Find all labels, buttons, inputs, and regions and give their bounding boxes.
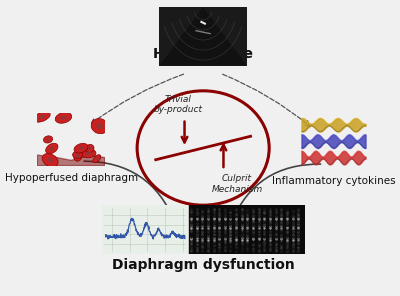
Text: Trivial
by-product: Trivial by-product [153,95,202,114]
Text: Culprit
Mechanism: Culprit Mechanism [211,174,263,194]
Text: Hypoperfused diaphragm: Hypoperfused diaphragm [4,173,138,183]
Text: Heart failure: Heart failure [153,47,253,62]
Text: Diaphragm dysfunction: Diaphragm dysfunction [112,258,294,272]
Text: Inflammatory cytokines: Inflammatory cytokines [272,176,395,186]
